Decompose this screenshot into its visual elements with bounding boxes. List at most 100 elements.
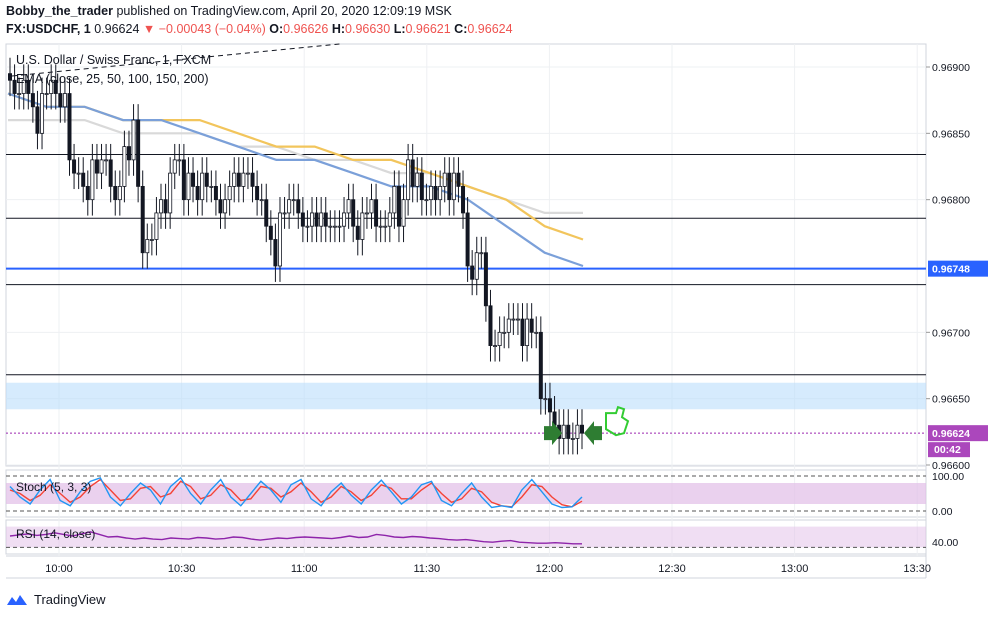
candle-body [209,185,214,188]
candle-body [40,93,45,134]
candle-body [369,199,374,214]
rsi-band [6,526,926,548]
candle-body [223,199,228,214]
candle-body [58,93,63,108]
candle-body [44,93,49,95]
candle-body [374,199,379,227]
candle-body [255,185,260,201]
candle-body [296,199,301,214]
candle-body [511,318,516,321]
candle-body [241,172,246,187]
candle-body [163,199,168,214]
time-tick-label: 10:00 [45,563,73,575]
price-tick-label: 0.96800 [932,195,970,207]
candle-body [319,212,324,227]
candle-body [145,239,150,254]
candle-body [410,159,415,187]
instrument-legend: U.S. Dollar / Swiss Franc, 1, FXCM [16,53,212,67]
candle-body [122,146,127,187]
time-tick-label: 11:00 [291,563,318,575]
candle-body [7,73,12,81]
candle-body [213,185,218,201]
countdown-bg [928,442,970,458]
candle-body [310,212,315,227]
price-tag-bg [928,425,988,442]
price-tick-label: 0.96900 [932,62,970,74]
candle-body [250,172,255,187]
candle-body [428,185,433,201]
candle-body [543,398,548,401]
rsi-tick-label: 40.00 [932,537,958,549]
ema-legend: EMA (close, 25, 50, 100, 150, 200) [16,72,209,86]
candle-body [461,185,466,214]
candle-body [383,225,388,228]
high-value: 0.96630 [345,22,391,36]
candle-body [154,212,159,240]
candle-body [529,318,534,333]
open-value: 0.96626 [283,22,329,36]
candle-body [172,159,177,174]
candle-body [259,199,264,202]
candle-body [406,159,411,201]
candle-body [195,185,200,201]
candle-body [245,172,250,175]
candle-body [566,424,571,439]
candle-body [415,172,420,187]
candle-body [200,172,205,201]
candle-body [364,212,369,215]
candle-body [534,331,539,334]
candle-body [419,172,424,201]
candle-body [108,159,113,187]
right-arrow-icon [544,421,562,446]
candle-body [17,93,22,95]
candle-body [236,172,241,187]
candle-body [502,331,507,334]
candle-body [479,252,484,255]
candle-body [273,239,278,267]
candle-body [438,185,443,201]
candle-body [264,199,269,227]
price-tag-bg [928,260,988,277]
candle-body [401,199,406,227]
candle-body [232,172,237,187]
rsi-line [9,531,582,545]
candle-body [85,185,90,201]
author-name[interactable]: Bobby_the_trader [6,4,113,18]
time-tick-label: 12:00 [536,563,564,575]
stoch-k-line [9,476,583,509]
candle-body [488,305,493,346]
candle-body [351,199,356,227]
time-tick-label: 13:00 [781,563,809,575]
time-tick-label: 10:30 [168,563,196,575]
candle-body [49,79,54,94]
candle-body [515,318,520,321]
tradingview-logo-icon [7,594,27,605]
candle-body [538,331,543,400]
last-price-value: 0.96624 [94,22,140,36]
candle-body [497,331,502,347]
candle-body [181,159,186,201]
candle-body [520,318,525,347]
candle-body [204,172,209,187]
candle-body [282,212,287,215]
stoch-tick-label: 100.00 [932,471,964,483]
candle-body [575,424,580,439]
countdown-label: 00:42 [934,444,961,456]
footer-brand[interactable]: TradingView [6,592,106,607]
candle-body [355,225,360,240]
candle-body [387,212,392,227]
candle-body [474,252,479,280]
rsi-legend: RSI (14, close) [16,527,96,541]
open-label: O: [269,22,284,36]
candle-body [99,159,104,174]
close-value: 0.96624 [467,22,513,36]
candle-body [305,225,310,228]
candle-body [451,172,456,201]
candle-body [378,225,383,228]
candle-body [570,438,575,440]
chart-header: Bobby_the_trader published on TradingVie… [0,0,988,44]
candle-body [94,159,99,174]
price-tick-label: 0.96650 [932,394,970,406]
candle-body [300,212,305,227]
